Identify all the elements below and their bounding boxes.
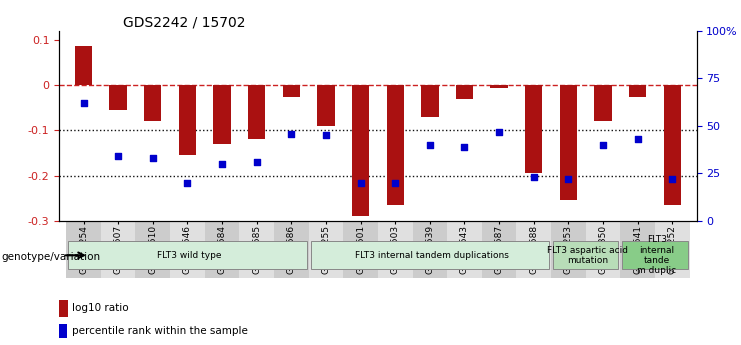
Bar	[447, 221, 482, 278]
Point	[459, 144, 471, 150]
Bar	[352, 85, 369, 216]
Point	[320, 133, 332, 138]
Point	[355, 180, 367, 186]
Point	[424, 142, 436, 148]
FancyBboxPatch shape	[310, 241, 549, 269]
FancyBboxPatch shape	[553, 241, 618, 269]
Text: log10 ratio: log10 ratio	[73, 303, 129, 313]
Bar	[75, 46, 92, 85]
Point	[216, 161, 228, 167]
Bar	[66, 221, 101, 278]
Text: FLT3
internal
tande
m duplic: FLT3 internal tande m duplic	[637, 235, 677, 275]
Point	[78, 100, 90, 106]
Point	[528, 175, 539, 180]
Bar	[516, 221, 551, 278]
Point	[389, 180, 401, 186]
Bar	[274, 221, 309, 278]
Bar	[456, 85, 473, 99]
Bar	[629, 85, 646, 97]
Bar	[655, 221, 690, 278]
Bar	[136, 221, 170, 278]
Bar	[248, 85, 265, 139]
Point	[597, 142, 609, 148]
Bar	[343, 221, 378, 278]
FancyBboxPatch shape	[68, 241, 307, 269]
Bar	[213, 85, 230, 144]
FancyBboxPatch shape	[622, 241, 688, 269]
Bar	[59, 300, 68, 317]
Bar	[282, 85, 300, 97]
Bar	[59, 324, 67, 338]
Bar	[413, 221, 447, 278]
Point	[112, 154, 124, 159]
Bar	[387, 85, 404, 205]
Text: genotype/variation: genotype/variation	[1, 252, 101, 262]
Bar	[378, 221, 413, 278]
Bar	[309, 221, 343, 278]
Bar	[170, 221, 205, 278]
Bar	[239, 221, 274, 278]
Text: FLT3 internal tandem duplications: FLT3 internal tandem duplications	[355, 251, 509, 260]
Bar	[317, 85, 335, 126]
Bar	[594, 85, 611, 121]
Point	[250, 159, 262, 165]
Bar	[110, 85, 127, 110]
Bar	[585, 221, 620, 278]
Bar	[179, 85, 196, 155]
Bar	[144, 85, 162, 121]
Bar	[559, 85, 577, 200]
Bar	[205, 221, 239, 278]
Point	[632, 137, 644, 142]
Point	[147, 155, 159, 161]
Bar	[421, 85, 439, 117]
Point	[182, 180, 193, 186]
Bar	[664, 85, 681, 205]
Text: GDS2242 / 15702: GDS2242 / 15702	[123, 16, 245, 30]
Bar	[482, 221, 516, 278]
Bar	[101, 221, 136, 278]
Point	[562, 176, 574, 182]
Bar	[525, 85, 542, 173]
Text: FLT3 aspartic acid
mutation: FLT3 aspartic acid mutation	[548, 246, 628, 265]
Bar	[551, 221, 585, 278]
Point	[285, 131, 297, 136]
Text: percentile rank within the sample: percentile rank within the sample	[73, 326, 248, 336]
Text: FLT3 wild type: FLT3 wild type	[157, 251, 222, 260]
Point	[494, 129, 505, 135]
Bar	[491, 85, 508, 88]
Point	[666, 176, 678, 182]
Bar	[620, 221, 655, 278]
